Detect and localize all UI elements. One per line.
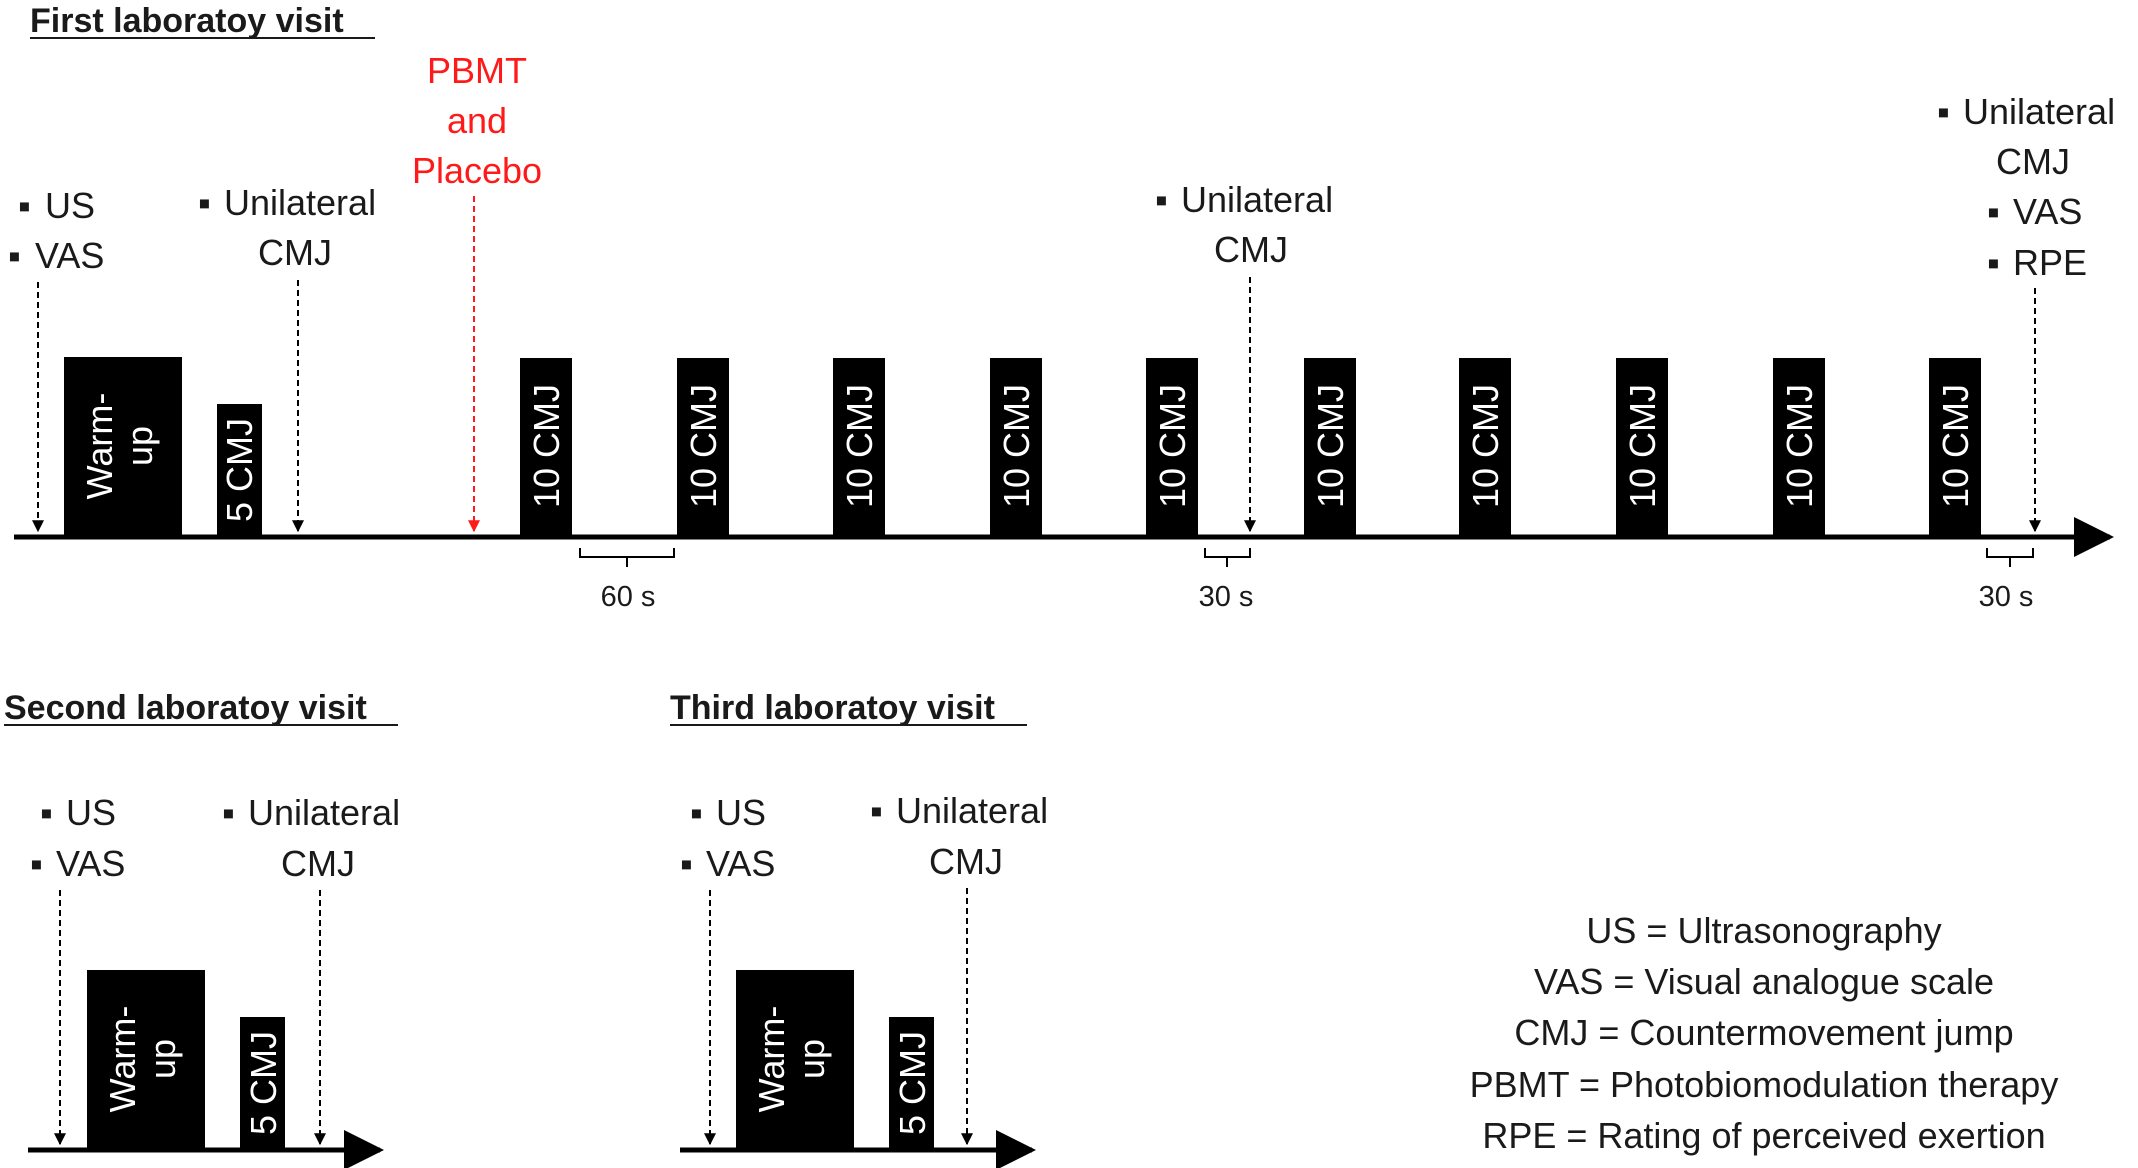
pbmt-line-3: Placebo xyxy=(412,150,542,191)
third-warmup-block xyxy=(736,970,854,1148)
second-visit: Second laboratoy visit ▪ US ▪ VAS Warm- … xyxy=(4,689,400,1168)
unilateral-1-bullet: ▪ xyxy=(198,182,211,223)
unilateral-2-label: Unilateral xyxy=(1181,179,1333,220)
pbmt-line-2: and xyxy=(447,100,507,141)
unilateral-3-label: Unilateral xyxy=(1963,91,2115,132)
third-warmup-text-1: Warm- xyxy=(751,1006,792,1113)
third-visit-heading: Third laboratoy visit xyxy=(670,689,995,727)
third-warmup-text-2: up xyxy=(791,1039,832,1079)
first-visit: First laboratoy visit ▪ US ▪ VAS Warm- u… xyxy=(8,2,2115,613)
ten-cmj-block-8: 10 CMJ xyxy=(1616,358,1668,535)
ten-cmj-block-1: 10 CMJ xyxy=(520,358,572,535)
ten-cmj-block-9: 10 CMJ xyxy=(1773,358,1825,535)
ten-cmj-block-2: 10 CMJ xyxy=(677,358,729,535)
ten-cmj-block-4: 10 CMJ xyxy=(990,358,1042,535)
third-us-label: US xyxy=(716,792,766,833)
third-five-cmj-text: 5 CMJ xyxy=(892,1031,933,1135)
third-vas-label: VAS xyxy=(706,843,775,884)
second-five-cmj-text: 5 CMJ xyxy=(243,1031,284,1135)
third-us-bullet: ▪ xyxy=(690,792,703,833)
second-warmup-block xyxy=(87,970,205,1148)
ten-cmj-text-1: 10 CMJ xyxy=(526,384,567,508)
legend-us: US = Ultrasonography xyxy=(1586,910,1941,951)
second-vas-label: VAS xyxy=(56,843,125,884)
second-us-label: US xyxy=(66,792,116,833)
third-unilateral-cmj: CMJ xyxy=(929,841,1003,882)
final-rpe-bullet: ▪ xyxy=(1987,242,2000,283)
third-unilateral-bullet: ▪ xyxy=(870,790,883,831)
sixty-s-label: 60 s xyxy=(601,581,656,613)
sixty-s-bracket xyxy=(579,548,675,567)
second-unilateral-bullet: ▪ xyxy=(222,792,235,833)
thirty-s-end-bracket xyxy=(1986,548,2034,567)
ten-cmj-text-7: 10 CMJ xyxy=(1465,384,1506,508)
warmup-block xyxy=(64,357,182,535)
vas-bullet: ▪ xyxy=(8,235,21,276)
ten-cmj-text-4: 10 CMJ xyxy=(996,384,1037,508)
final-rpe-label: RPE xyxy=(2013,242,2087,283)
second-vas-bullet: ▪ xyxy=(30,843,43,884)
ten-cmj-text-8: 10 CMJ xyxy=(1622,384,1663,508)
third-vas-bullet: ▪ xyxy=(680,843,693,884)
third-visit: Third laboratoy visit ▪ US ▪ VAS Warm- u… xyxy=(670,689,1048,1168)
us-bullet: ▪ xyxy=(18,185,31,226)
second-unilateral-label: Unilateral xyxy=(248,792,400,833)
third-unilateral-label: Unilateral xyxy=(896,790,1048,831)
third-five-cmj-block xyxy=(889,1017,934,1148)
five-cmj-text: 5 CMJ xyxy=(219,418,260,522)
unilateral-1-cmj: CMJ xyxy=(258,232,332,273)
unilateral-2-bullet: ▪ xyxy=(1155,179,1168,220)
ten-cmj-text-5: 10 CMJ xyxy=(1152,384,1193,508)
second-visit-heading: Second laboratoy visit xyxy=(4,689,367,727)
ten-cmj-text-6: 10 CMJ xyxy=(1310,384,1351,508)
unilateral-3-bullet: ▪ xyxy=(1937,91,1950,132)
second-warmup-text-1: Warm- xyxy=(102,1006,143,1113)
final-vas-bullet: ▪ xyxy=(1987,191,2000,232)
unilateral-3-cmj: CMJ xyxy=(1996,141,2070,182)
ten-cmj-block-3: 10 CMJ xyxy=(833,358,885,535)
five-cmj-block xyxy=(217,404,262,535)
legend-pbmt: PBMT = Photobiomodulation therapy xyxy=(1470,1064,2059,1105)
first-visit-heading: First laboratoy visit xyxy=(30,2,344,40)
legend-vas: VAS = Visual analogue scale xyxy=(1534,961,1994,1002)
thirty-s-mid-bracket xyxy=(1204,548,1251,567)
us-label: US xyxy=(45,185,95,226)
second-five-cmj-block xyxy=(240,1017,285,1148)
thirty-s-mid-label: 30 s xyxy=(1199,581,1254,613)
unilateral-2-cmj: CMJ xyxy=(1214,229,1288,270)
ten-cmj-block-10: 10 CMJ xyxy=(1929,358,1981,535)
warmup-text-2: up xyxy=(119,426,160,466)
ten-cmj-text-10: 10 CMJ xyxy=(1935,384,1976,508)
thirty-s-end-label: 30 s xyxy=(1979,581,2034,613)
ten-cmj-text-3: 10 CMJ xyxy=(839,384,880,508)
abbreviation-legend: US = Ultrasonography VAS = Visual analog… xyxy=(1470,910,2059,1156)
ten-cmj-block-5: 10 CMJ xyxy=(1146,358,1198,535)
ten-cmj-block-7: 10 CMJ xyxy=(1459,358,1511,535)
ten-cmj-block-6: 10 CMJ xyxy=(1304,358,1356,535)
unilateral-1-label: Unilateral xyxy=(224,182,376,223)
pbmt-line-1: PBMT xyxy=(427,50,527,91)
warmup-text-1: Warm- xyxy=(79,393,120,500)
legend-rpe: RPE = Rating of perceived exertion xyxy=(1482,1115,2045,1156)
legend-cmj: CMJ = Countermovement jump xyxy=(1514,1012,2013,1053)
second-warmup-text-2: up xyxy=(142,1039,183,1079)
ten-cmj-text-9: 10 CMJ xyxy=(1779,384,1820,508)
final-vas-label: VAS xyxy=(2013,191,2082,232)
ten-cmj-text-2: 10 CMJ xyxy=(683,384,724,508)
second-us-bullet: ▪ xyxy=(40,792,53,833)
vas-label: VAS xyxy=(35,235,104,276)
second-unilateral-cmj: CMJ xyxy=(281,843,355,884)
